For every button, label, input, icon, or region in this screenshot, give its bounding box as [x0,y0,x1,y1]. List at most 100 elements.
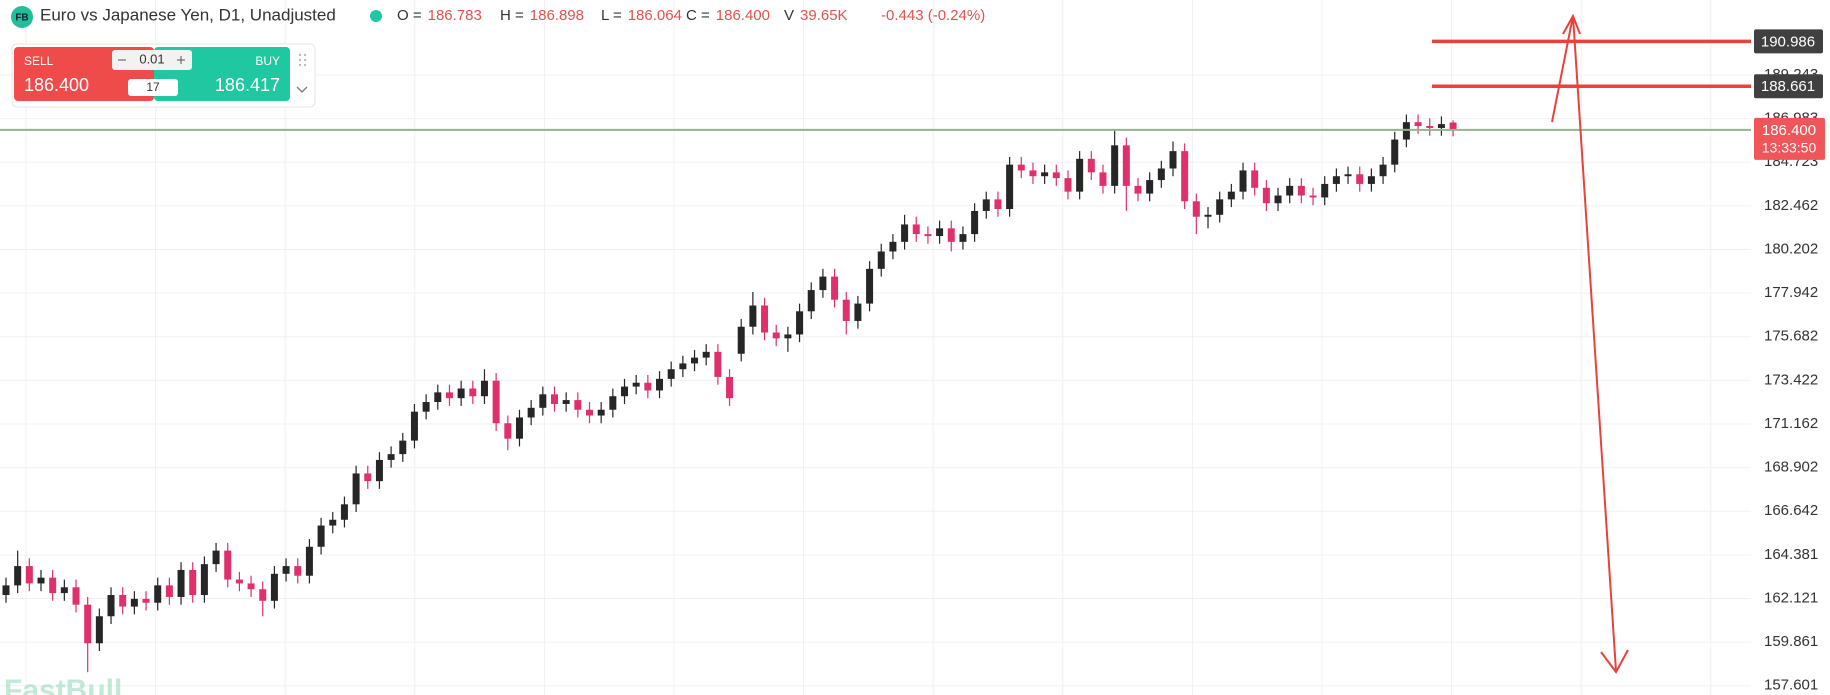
candle-body [259,589,267,601]
ohlc-stat: C = 186.400 [686,7,770,24]
candle-body [574,400,582,410]
candle-body [352,473,360,505]
stat-label: L = [601,7,622,24]
sell-label: SELL [24,54,54,68]
chevron[interactable] [296,86,308,93]
candle-body [189,569,197,596]
candle-body [866,268,874,304]
ohlc-stat: V 39.65K [784,7,848,24]
candle-body [49,577,57,594]
candle-body [247,583,255,590]
y-tick-label: 173.422 [1764,371,1818,388]
candle-body [212,550,220,565]
candle-body [621,386,629,397]
candle-body [60,587,68,594]
candle-body [1297,185,1305,196]
candle-body [632,382,640,387]
candle-body [679,363,687,370]
candle-body [445,392,453,399]
candle-body [107,595,115,617]
candle-body [515,417,523,439]
arrow-line [1551,15,1617,672]
quantity: 17 [146,80,160,94]
ohlc-stat: L = 186.064 [601,7,682,24]
candle-body [527,407,535,418]
y-tick-label: 168.902 [1764,459,1818,476]
candle-body [294,566,302,576]
candle-body [901,224,909,242]
level-label: 190.986 [1761,33,1815,50]
candle-body [1041,172,1049,177]
y-tick-label: 182.462 [1764,197,1818,214]
candle-body [726,376,734,399]
y-tick-label: 177.942 [1764,284,1818,301]
price-flag [1754,117,1825,160]
y-tick-label: 157.601 [1764,677,1818,694]
stat-value: 186.064 [628,7,682,24]
candle-body [1262,187,1270,204]
candle-body [667,369,675,379]
candle-body [119,595,127,607]
candle-body [1449,122,1457,130]
candle-body [72,587,80,605]
candle-body [1134,185,1142,194]
candle-body [84,604,92,644]
candle-body [469,388,477,397]
y-tick-label: 164.381 [1764,546,1818,563]
candle-body [959,234,967,242]
candle-body [25,566,33,584]
candle-body [586,409,593,416]
candle-body [994,199,1002,210]
candle-body [1426,126,1434,128]
plus-icon[interactable] [177,56,185,64]
chart-title: Euro vs Japanese Yen, D1, Unadjusted [40,5,336,24]
candle-body [597,409,605,416]
change: -0.443 (-0.24%) [881,7,985,24]
candle-body [130,598,138,607]
stat-label: V [784,7,794,24]
candle-body [539,394,547,408]
countdown: 13:33:50 [1762,140,1817,156]
candle-body [912,224,920,235]
candle-body [1367,176,1375,184]
candle-body [1437,124,1445,128]
candle-body [305,546,313,576]
candle-body [854,303,862,321]
candle-body [492,380,500,424]
lot-size: 0.01 [139,51,164,66]
quantity-box[interactable] [128,79,178,96]
candle-body [1332,176,1340,184]
candle-body [329,519,337,526]
candle-body [1052,172,1060,179]
lot-box[interactable] [112,50,192,70]
candle-body [1251,170,1259,188]
trade-panel: SELL 186.400 BUY 186.417 0.01 17 [11,43,316,108]
candle-body [842,299,850,321]
candle-body [1321,183,1329,198]
candle-body [235,579,243,584]
stat-label: O = [397,7,422,24]
candle-body [224,550,232,580]
candle-body [1379,164,1387,177]
candle-body [165,585,173,597]
stat-label: H = [500,7,524,24]
candle-body [177,569,185,597]
stat-value: 39.65K [800,7,848,24]
candle-body [1344,174,1352,177]
y-tick-label: 180.202 [1764,240,1818,257]
candle-body [1122,145,1130,186]
candle-body [387,454,395,460]
candle-body [340,504,348,520]
candle-body [1216,199,1224,215]
y-tick-label: 175.682 [1764,328,1818,345]
candle-body [772,332,780,339]
stat-value: 186.898 [530,7,584,24]
trend-drawing [1551,13,1629,674]
y-tick-label: 166.642 [1764,502,1818,519]
y-tick-label: 171.162 [1764,415,1818,432]
buy-price: 186.417 [215,75,280,95]
arrow-head [1600,649,1629,674]
candle-body [971,210,979,235]
candle-body [644,382,652,391]
